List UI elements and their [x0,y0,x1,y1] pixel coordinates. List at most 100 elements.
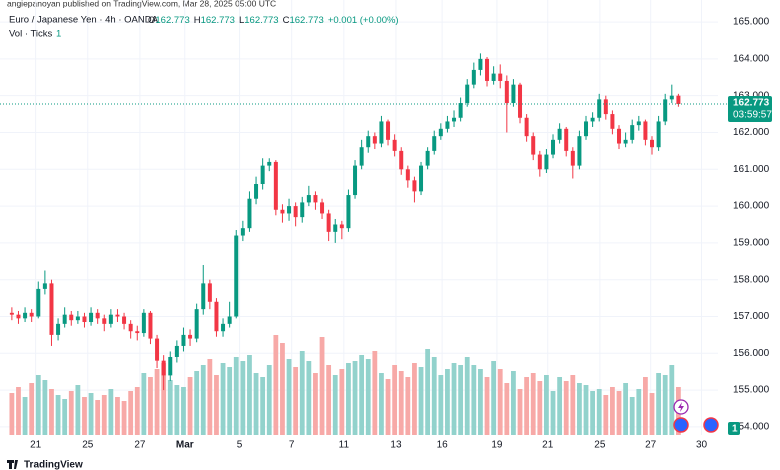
volume-bar [75,385,81,435]
candle-body [174,345,179,357]
volume-bar [570,375,576,435]
x-tick-label: 30 [696,440,708,451]
candle-body [293,206,298,218]
candle-body [504,80,509,104]
candle-body [564,128,569,151]
volume-bar [9,393,15,435]
candle-body [630,125,635,140]
volume-bar [359,355,365,435]
volume-bar [313,373,318,435]
y-tick-label: 163.000 [733,90,770,101]
volume-bar [524,377,530,435]
candle-body [194,309,199,339]
candle-body [511,84,516,104]
candle-body [320,202,325,214]
candle-body [273,161,278,210]
candle-body [148,312,153,339]
volume-bar [583,385,589,435]
candle-body [524,117,529,137]
candle-body [42,283,47,289]
volume-bar [445,369,450,435]
candle-body [82,316,87,323]
candle-body [16,314,21,319]
volume-bar [649,393,655,435]
candle-body [412,180,417,192]
candle-body [247,198,252,229]
candle-body [471,69,476,85]
candle-body [346,195,351,229]
candle-body [234,235,239,317]
candle-body [656,121,661,148]
candle-body [326,213,331,232]
x-tick-label: Mar [176,440,194,451]
y-tick-label: 157.000 [733,311,770,322]
symbol: Euro / Japanese Yen · 4h · OANDA [9,15,159,26]
candle-body [617,128,622,144]
ohlc: O162.773 H162.773 L162.773 C162.773 +0.001 (… [148,15,399,26]
x-tick-label: 27 [134,440,146,451]
volume-bar [603,395,609,435]
volume-bar [372,351,378,435]
candle-body [676,95,681,105]
volume-bar [299,351,305,435]
y-tick-label: 161.000 [733,164,770,175]
volume-bar [68,391,74,435]
volume-bar [280,343,285,435]
candle-body [465,84,470,104]
volume-value: 1 [56,29,61,40]
candle-body [366,136,371,148]
toolbar-icons[interactable] [673,399,719,433]
volume-bar [431,357,437,435]
volume-badge-label: 1 [732,424,738,435]
volume-bar [491,361,497,435]
candle-body [89,312,94,323]
candle-body [227,316,232,324]
volume-bar [42,380,48,435]
volume-bar [240,361,246,435]
volume-bar [332,375,338,435]
volume-bar [643,377,648,435]
volume-bar [167,380,173,435]
y-tick-label: 155.000 [733,385,770,396]
candle-body [590,117,595,122]
candle-body [379,121,384,144]
legend: Euro / Japanese Yen · 4h · OANDA O162.77… [9,15,399,40]
volume-bar [128,391,134,435]
candle-body [405,169,410,181]
candle-body [69,314,74,321]
volume-bar [478,369,483,435]
event-icon[interactable] [673,417,689,433]
volume-bar [319,337,325,435]
volume-bar [550,391,556,435]
candle-body [23,312,28,319]
y-tick-label: 158.000 [733,274,770,285]
volume-bar [214,375,219,435]
change: +0.001 (+0.00%) [328,15,399,26]
volume-bar [392,365,398,435]
volume-bar [398,371,404,435]
volume-bar [616,391,622,435]
lightning [678,402,684,412]
volume-bar [438,375,444,435]
volume-bar [62,399,68,435]
x-tick-label: 11 [339,440,350,451]
event-icon[interactable] [703,417,719,433]
candle-body [254,184,259,199]
volume-bar [181,387,186,435]
candle-body [287,206,292,214]
candle-body [280,209,285,214]
candle-body [650,139,655,148]
volume-bar [55,395,61,435]
candle-body [62,314,67,324]
volume-bar [148,377,153,435]
volume-bar [563,381,569,435]
brand-name: TradingView [24,460,83,470]
candle-body [267,161,272,166]
volume-bar [115,397,120,435]
candle-body [102,318,107,324]
candle-body [386,121,391,140]
candle-body [623,139,628,144]
volume-bar [22,397,28,435]
volume-bar [405,377,411,435]
x-tick-label: 21 [542,440,554,451]
